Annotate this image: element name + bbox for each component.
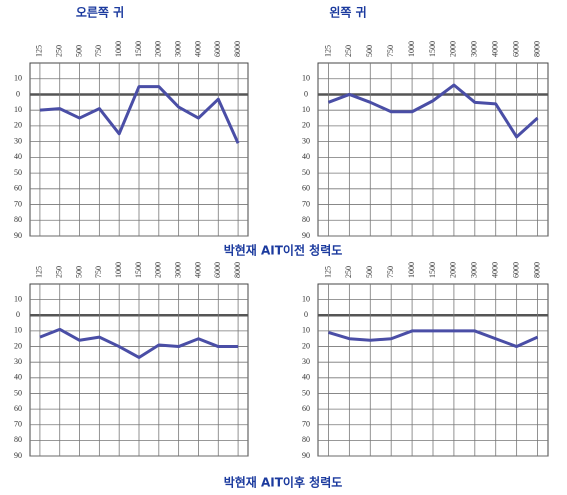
x-tick-label: 1500: [428, 41, 437, 57]
y-tick-label: 60: [302, 404, 310, 413]
y-tick-label: 10: [302, 105, 310, 114]
y-tick-label: 10: [14, 326, 22, 335]
x-tick-label: 750: [386, 266, 395, 278]
y-tick-label: 30: [302, 357, 310, 366]
x-tick-label: 125: [323, 266, 332, 278]
x-tick-label: 2000: [449, 262, 458, 278]
x-tick-label: 500: [365, 266, 374, 278]
x-tick-label: 125: [323, 45, 332, 57]
x-tick-label: 125: [35, 266, 44, 278]
x-tick-label: 2000: [449, 41, 458, 57]
x-tick-label: 250: [55, 45, 64, 57]
x-tick-label: 1000: [114, 262, 123, 278]
x-tick-label: 250: [344, 45, 353, 57]
hearing-line: [328, 329, 539, 349]
y-tick-label: 40: [302, 373, 310, 382]
y-tick-label: 30: [14, 136, 22, 145]
y-tick-label: 40: [14, 152, 22, 161]
y-tick-label: 60: [14, 404, 22, 413]
y-tick-label: 80: [14, 435, 22, 444]
hearing-line: [327, 83, 539, 139]
y-tick-label: 20: [302, 341, 310, 350]
y-tick-label: 90: [302, 231, 310, 240]
y-tick-label: 60: [14, 184, 22, 193]
y-tick-label: 70: [302, 420, 310, 429]
hearing-line: [39, 327, 239, 359]
y-tick-label: 10: [14, 74, 22, 83]
y-tick-label: 80: [302, 215, 310, 224]
y-tick-label: 50: [302, 168, 310, 177]
x-tick-label: 1500: [134, 41, 143, 57]
y-tick-label: 40: [14, 373, 22, 382]
y-tick-label: 0: [16, 89, 20, 98]
x-tick-label: 6000: [213, 41, 222, 57]
x-tick-label: 750: [386, 45, 395, 57]
caption-after: 박현재 AIT이후 청력도: [224, 475, 343, 490]
y-tick-label: 90: [302, 451, 310, 460]
y-tick-label: 80: [14, 215, 22, 224]
x-tick-label: 500: [74, 266, 83, 278]
x-tick-label: 6000: [213, 262, 222, 278]
y-tick-label: 70: [302, 199, 310, 208]
y-tick-label: 50: [14, 168, 22, 177]
x-tick-label: 1000: [407, 41, 416, 57]
x-tick-label: 750: [94, 266, 103, 278]
y-tick-label: 90: [14, 451, 22, 460]
hearing-line: [39, 85, 240, 144]
x-tick-label: 1500: [134, 262, 143, 278]
y-tick-label: 70: [14, 420, 22, 429]
y-tick-label: 20: [302, 121, 310, 130]
y-tick-label: 40: [302, 152, 310, 161]
y-tick-label: 10: [14, 294, 22, 303]
y-tick-label: 10: [302, 74, 310, 83]
x-tick-label: 4000: [491, 41, 500, 57]
x-tick-label: 4000: [491, 262, 500, 278]
left-ear-title: 왼쪽 귀: [329, 5, 366, 20]
x-tick-label: 8000: [532, 41, 541, 57]
x-tick-label: 3000: [173, 262, 182, 278]
x-tick-label: 1000: [407, 262, 416, 278]
x-tick-label: 2000: [154, 262, 163, 278]
y-tick-label: 50: [302, 388, 310, 397]
y-tick-label: 60: [302, 184, 310, 193]
y-tick-label: 10: [14, 105, 22, 114]
caption-before: 박현재 AIT이전 청력도: [224, 243, 343, 258]
x-tick-label: 1000: [114, 41, 123, 57]
x-tick-label: 250: [344, 266, 353, 278]
x-tick-label: 6000: [511, 262, 520, 278]
y-tick-label: 10: [302, 326, 310, 335]
y-tick-label: 0: [16, 310, 20, 319]
y-tick-label: 50: [14, 388, 22, 397]
x-tick-label: 500: [74, 45, 83, 57]
x-tick-label: 3000: [173, 41, 182, 57]
y-tick-label: 20: [14, 341, 22, 350]
x-tick-label: 2000: [154, 41, 163, 57]
x-tick-label: 4000: [193, 262, 202, 278]
x-tick-label: 4000: [193, 41, 202, 57]
y-tick-label: 70: [14, 199, 22, 208]
x-tick-label: 8000: [233, 262, 242, 278]
y-tick-label: 90: [14, 231, 22, 240]
x-tick-label: 750: [94, 45, 103, 57]
x-tick-label: 125: [35, 45, 44, 57]
x-tick-label: 500: [365, 45, 374, 57]
x-tick-label: 8000: [532, 262, 541, 278]
x-tick-label: 8000: [233, 41, 242, 57]
y-tick-label: 20: [14, 121, 22, 130]
right-ear-title: 오른쪽 귀: [76, 5, 124, 20]
x-tick-label: 250: [55, 266, 64, 278]
y-tick-label: 30: [302, 136, 310, 145]
y-tick-label: 0: [304, 89, 308, 98]
y-tick-label: 0: [304, 310, 308, 319]
x-tick-label: 6000: [511, 41, 520, 57]
x-tick-label: 3000: [470, 262, 479, 278]
y-tick-label: 80: [302, 435, 310, 444]
y-tick-label: 30: [14, 357, 22, 366]
y-tick-label: 10: [302, 294, 310, 303]
x-tick-label: 1500: [428, 262, 437, 278]
x-tick-label: 3000: [470, 41, 479, 57]
